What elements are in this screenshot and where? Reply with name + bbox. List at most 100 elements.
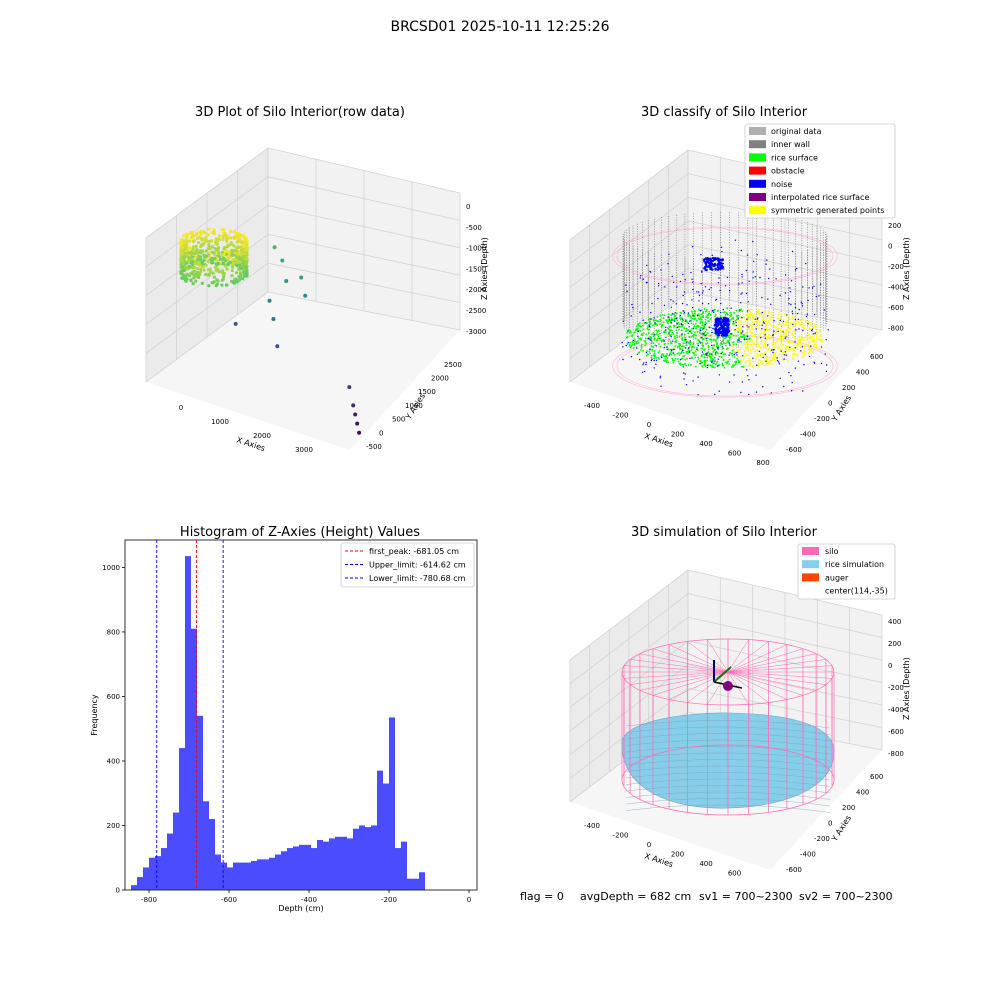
noise-point — [747, 375, 749, 377]
noise-point — [784, 351, 787, 353]
data-point — [219, 262, 223, 266]
noise-point — [645, 282, 647, 284]
noise-point — [670, 299, 672, 301]
gridline — [687, 687, 883, 728]
noise-cluster-point — [715, 331, 718, 335]
x-tick-label: 200 — [671, 851, 684, 859]
x-tick-label: 600 — [728, 450, 741, 458]
surface-point — [804, 343, 806, 346]
noise-point — [768, 277, 770, 280]
surface-point — [785, 345, 788, 348]
data-point — [241, 247, 245, 251]
noise-point — [789, 346, 791, 348]
noise-point — [717, 347, 719, 349]
noise-point — [755, 328, 757, 330]
surface-point — [674, 335, 676, 338]
noise-point — [746, 310, 749, 312]
surface-point — [680, 351, 683, 354]
silo-wire — [727, 671, 749, 705]
surface-point — [784, 334, 787, 337]
noise-point — [640, 275, 642, 277]
noise-point — [684, 279, 686, 281]
noise-cluster-point — [724, 321, 728, 325]
noise-cluster-point — [718, 327, 722, 330]
footer-flag: flag = 0 — [520, 890, 564, 903]
surface-point — [732, 366, 734, 368]
y-tick-label: 0 — [828, 400, 832, 408]
surface-point — [705, 310, 708, 313]
data-point — [236, 235, 240, 240]
histogram-bar — [173, 812, 179, 890]
surface-point — [787, 339, 790, 342]
noise-cluster-point — [704, 263, 708, 266]
surface-point — [648, 332, 650, 335]
noise-point — [655, 359, 658, 361]
surface-point — [706, 342, 709, 344]
data-point — [181, 255, 185, 260]
data-point — [230, 248, 234, 252]
surface-point — [787, 360, 789, 363]
surface-point — [739, 346, 742, 349]
surface-point — [802, 355, 804, 358]
gridline — [267, 147, 461, 194]
surface-point — [786, 321, 789, 323]
surface-point — [696, 361, 699, 363]
noise-point — [769, 268, 771, 270]
surface-point — [757, 345, 760, 348]
surface-point — [790, 322, 793, 324]
noise-point — [680, 323, 682, 325]
surface-point — [750, 308, 753, 311]
histogram-bar — [257, 859, 263, 890]
surface-point — [777, 337, 780, 340]
surface-point — [765, 328, 768, 331]
histogram-bar — [407, 878, 413, 890]
surface-point — [776, 346, 779, 349]
data-point — [188, 251, 192, 255]
surface-point — [679, 344, 681, 347]
noise-point — [755, 364, 758, 366]
surface-point — [718, 355, 721, 358]
noise-point — [740, 391, 742, 394]
data-point — [237, 263, 242, 267]
noise-point — [737, 318, 739, 320]
noise-point — [701, 302, 704, 305]
auger-marker — [713, 660, 743, 691]
surface-point — [771, 362, 773, 365]
silo-wire — [727, 671, 804, 696]
surface-point — [708, 311, 711, 313]
noise-point — [800, 301, 802, 303]
noise-point — [700, 282, 702, 285]
surface-point — [806, 338, 808, 341]
surface-point — [816, 344, 818, 346]
data-point — [215, 258, 219, 262]
surface-point — [673, 354, 676, 356]
noise-point — [801, 346, 804, 348]
surface-point — [644, 337, 647, 340]
surface-point — [772, 355, 775, 358]
data-point — [230, 265, 235, 269]
gridline — [569, 268, 689, 359]
histogram-bars — [131, 556, 425, 890]
surface-point — [781, 335, 784, 337]
legend-label: rice surface — [771, 153, 818, 162]
data-point — [228, 255, 232, 259]
surface-point — [731, 345, 733, 347]
noise-point — [763, 322, 765, 324]
surface-point — [738, 340, 741, 343]
data-point — [191, 248, 195, 252]
surface-point — [780, 355, 783, 357]
z-tick-label: -800 — [888, 325, 904, 333]
surface-point — [745, 354, 747, 356]
noise-point — [684, 339, 687, 341]
noise-point — [717, 358, 720, 360]
surface-point — [785, 347, 788, 350]
surface-point — [737, 314, 740, 317]
noise-point — [667, 263, 669, 265]
y-tick-label: 200 — [107, 822, 120, 830]
data-point — [232, 281, 236, 285]
noise-point — [747, 301, 749, 303]
noise-point — [657, 282, 660, 285]
histogram-bar — [179, 748, 185, 890]
histogram-bar — [239, 862, 245, 890]
noise-point — [683, 372, 685, 374]
